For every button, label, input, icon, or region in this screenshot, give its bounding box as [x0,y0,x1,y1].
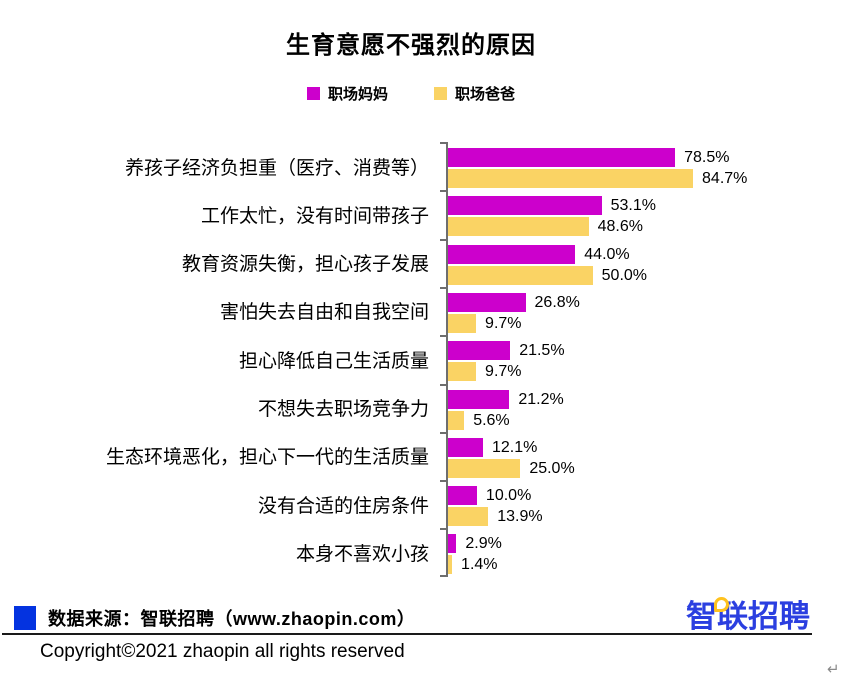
axis-tick-icon [440,238,446,241]
axis-tick-icon [440,190,446,193]
bar-value-label: 26.8% [534,293,580,311]
category-label: 工作太忙，没有时间带孩子 [200,205,429,227]
bar-value-label: 84.7% [702,170,748,187]
y-axis-line [446,142,448,577]
source-legend-square-icon [14,606,36,630]
axis-tick-icon [440,383,446,386]
bar-value-label: 21.2% [518,390,564,408]
chart-row: 担心降低自己生活质量 21.5% 9.7% [0,335,844,383]
bar-dads [448,507,489,527]
chart-row: 教育资源失衡，担心孩子发展 44.0% 50.0% [0,239,844,287]
chart-row: 工作太忙，没有时间带孩子 53.1% 48.6% [0,190,844,238]
footer-divider [2,633,812,635]
chart-legend: 职场妈妈 职场爸爸 [0,83,822,104]
bar-value-label: 13.9% [497,508,543,526]
bar-value-label: 44.0% [584,245,630,263]
bar-dads [448,265,593,285]
paragraph-return-icon: ↵ [827,661,840,678]
bar-moms [448,389,510,409]
category-label: 生态环境恶化，担心下一代的生活质量 [105,447,429,469]
bar-value-label: 48.6% [597,218,643,236]
bar-value-label: 9.7% [485,363,522,381]
category-label: 担心降低自己生活质量 [238,350,429,372]
copyright-text: Copyright©2021 zhaopin all rights reserv… [40,641,405,662]
category-label: 没有合适的住房条件 [257,495,429,517]
bar-dads [448,313,477,333]
chart-row: 没有合适的住房条件 10.0% 13.9% [0,480,844,528]
bar-dads [448,458,521,478]
bar-value-label: 25.0% [529,459,575,477]
category-label: 害怕失去自由和自我空间 [219,302,429,324]
legend-label-dads: 职场爸爸 [455,86,516,103]
bar-value-label: 78.5% [684,149,730,166]
bar-moms [448,486,477,506]
bar-value-label: 12.1% [492,438,538,456]
bar-moms [448,148,676,167]
legend-item-moms: 职场妈妈 [306,83,388,104]
category-label: 养孩子经济负担重（医疗、消费等） [124,157,429,179]
bar-dads [448,217,589,237]
category-label: 本身不喜欢小孩 [295,543,429,565]
axis-tick-icon [440,480,446,483]
bar-chart: 养孩子经济负担重（医疗、消费等） 78.5% 84.7% 工作太忙，没有时间带孩子 53… [0,142,844,579]
bar-value-label: 5.6% [473,411,510,429]
data-source-text: 数据来源：智联招聘（www.zhaopin.com） [48,609,416,629]
category-label: 不想失去职场竞争力 [257,399,429,420]
zhaopin-logo: 智联招聘 [686,596,810,634]
legend-swatch-dads-icon [434,87,447,100]
bar-moms [448,341,511,361]
bar-dads [448,410,465,430]
axis-tick-icon [440,335,446,338]
bar-moms [448,292,526,312]
legend-item-dads: 职场爸爸 [434,83,515,104]
logo-sun-bubble-icon [714,597,729,612]
bar-value-label: 10.0% [485,487,532,505]
chart-row: 不想失去职场竞争力 21.2% 5.6% [0,384,844,432]
axis-tick-icon [440,431,446,434]
chart-row: 生态环境恶化，担心下一代的生活质量 12.1% 25.0% [0,432,844,480]
logo-char-first: 智 [686,598,717,634]
bar-value-label: 1.4% [461,556,498,574]
bar-dads [448,169,694,188]
chart-title: 生育意愿不强烈的原因 [286,32,536,59]
bar-moms [448,196,602,216]
axis-tick-icon [440,528,446,531]
bar-moms [448,534,457,554]
chart-row: 本身不喜欢小孩 2.9% 1.4% [0,528,844,576]
chart-row: 养孩子经济负担重（医疗、消费等） 78.5% 84.7% [0,142,844,190]
bar-value-label: 2.9% [465,535,502,553]
logo-chars-rest: 联招聘 [717,598,810,634]
axis-tick-icon [440,575,446,577]
category-label: 教育资源失衡，担心孩子发展 [181,254,429,276]
bar-value-label: 53.1% [610,197,656,215]
bar-moms [448,244,576,264]
chart-row: 害怕失去自由和自我空间 26.8% 9.7% [0,287,844,335]
bar-value-label: 9.7% [485,314,522,332]
bar-value-label: 21.5% [519,342,565,360]
bar-value-label: 50.0% [601,266,648,284]
bar-moms [448,437,483,457]
bar-dads [448,362,477,382]
legend-label-moms: 职场妈妈 [327,86,388,103]
legend-swatch-moms-icon [306,87,320,100]
bar-dads [448,555,453,575]
axis-tick-icon [440,142,446,144]
axis-tick-icon [440,286,446,289]
